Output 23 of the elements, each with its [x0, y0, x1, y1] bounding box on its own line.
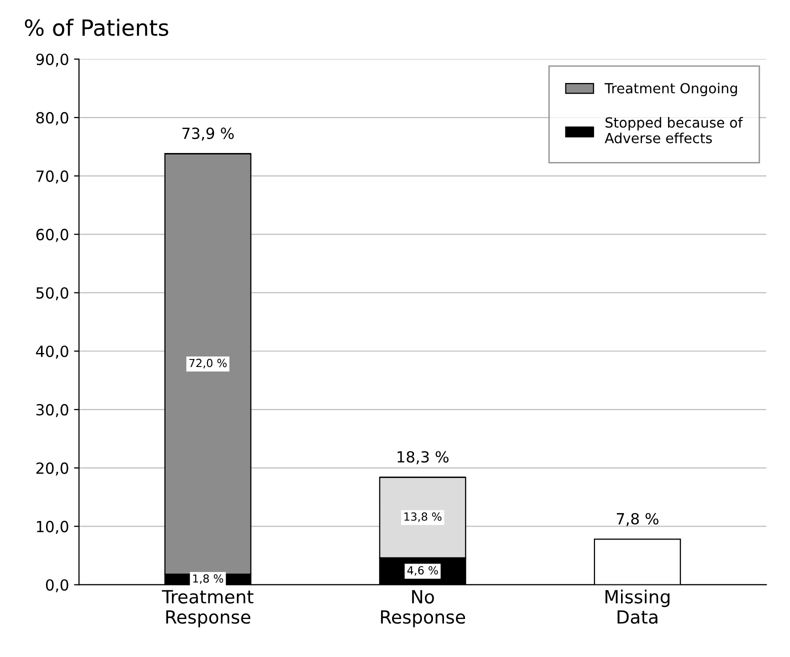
data-label: 13,8 %: [404, 512, 442, 522]
data-label: 72,0 %: [189, 358, 227, 368]
y-tick-label: 70,0: [36, 170, 68, 184]
total-label: 18,3 %: [398, 451, 449, 464]
y-tick-label: 30,0: [36, 404, 68, 418]
x-tick-label: No Response: [381, 590, 466, 628]
legend-label: Treatment Ongoing: [604, 82, 737, 96]
y-tick-label: 50,0: [36, 287, 68, 300]
y-tick-label: 40,0: [36, 346, 68, 359]
total-label: 73,9 %: [182, 128, 234, 141]
y-tick-label: 60,0: [36, 228, 68, 242]
y-tick-label: 80,0: [36, 112, 68, 126]
chart-title: % of Patients: [24, 18, 168, 36]
legend-label: Stopped because of Adverse effects: [604, 117, 743, 144]
y-tick-label: 10,0: [36, 520, 68, 534]
y-tick-label: 20,0: [36, 462, 68, 476]
x-tick-label: Missing Data: [606, 590, 670, 624]
total-label: 7,8 %: [616, 512, 658, 526]
y-tick-label: 90,0: [36, 54, 68, 67]
data-label: 4,6 %: [407, 566, 438, 576]
y-tick-label: 0,0: [46, 579, 68, 592]
x-tick-label: Treatment Response: [162, 590, 254, 628]
data-label: 1,8 %: [193, 574, 224, 584]
